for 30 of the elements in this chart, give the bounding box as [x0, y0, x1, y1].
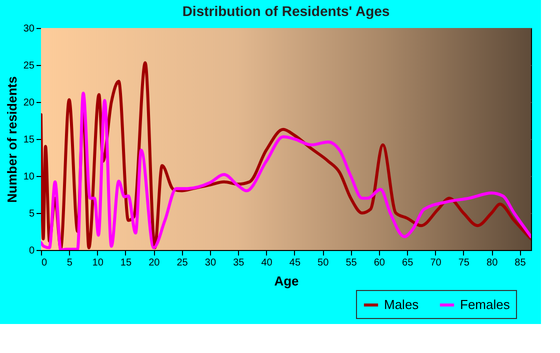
x-tick-label: 15 — [120, 258, 132, 268]
y-tick-label: 15 — [23, 134, 35, 146]
y-axis-title: Number of residents — [4, 76, 20, 203]
x-tick-label: 85 — [514, 258, 526, 268]
x-tick-label: 25 — [176, 258, 188, 268]
x-tick-label: 35 — [233, 258, 245, 268]
x-tick-label: 65 — [402, 258, 414, 268]
y-tick-label: 5 — [28, 208, 35, 220]
x-tick-label: 55 — [346, 258, 358, 268]
x-tick-label: 0 — [42, 258, 48, 268]
x-tick-label: 75 — [458, 258, 470, 268]
x-tick-label: 20 — [148, 258, 160, 268]
x-tick-label: 50 — [318, 258, 330, 268]
y-tick-label: 30 — [23, 24, 35, 34]
x-tick-label: 60 — [374, 258, 386, 268]
y-tick-label: 0 — [28, 246, 35, 256]
x-axis-title: Age — [274, 274, 299, 288]
x-tick-label: 5 — [66, 258, 73, 268]
x-tick-label: 80 — [486, 258, 498, 268]
y-tick-label: 10 — [23, 172, 35, 182]
y-tick-label: 20 — [23, 98, 35, 108]
chart-title: Distribution of Residents' Ages — [182, 3, 390, 19]
x-tick-label: 10 — [92, 258, 104, 268]
x-tick-label: 70 — [430, 258, 442, 268]
x-tick-label: 40 — [261, 258, 273, 268]
y-tick-label: 25 — [23, 60, 35, 72]
legend-label: Females — [460, 297, 510, 312]
legend-label: Males — [384, 297, 420, 312]
x-tick-label: 45 — [289, 258, 301, 268]
x-tick-label: 30 — [204, 258, 216, 268]
